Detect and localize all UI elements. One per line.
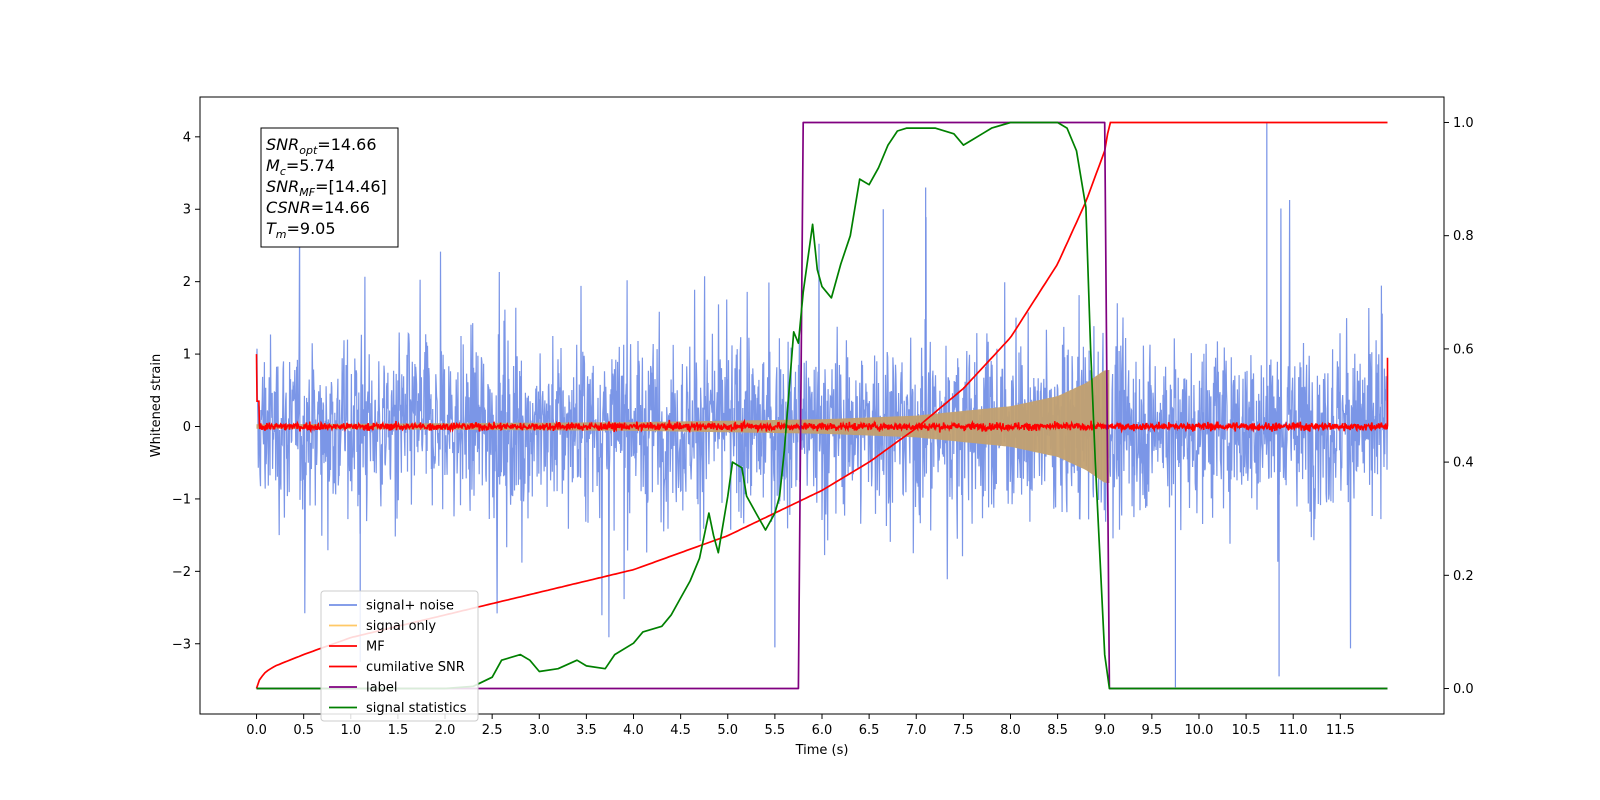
series-signal-statistics [256, 121, 1388, 690]
annotation-line: Tm=9.05 [266, 219, 336, 241]
annotation-symbol: CSNR [266, 198, 311, 217]
series-signal-noise [255, 199, 1389, 649]
annotation-symbol: SNR [266, 177, 299, 196]
x-tick-label: 5.0 [717, 723, 738, 738]
y-axis-label: Whitened strain [149, 354, 164, 457]
annotation-subscript: MF [299, 186, 315, 199]
x-tick-label: 5.5 [765, 723, 786, 738]
annotation-value: =5.74 [286, 156, 335, 175]
x-tick-label: 4.0 [623, 723, 644, 738]
x-tick-label: 11.0 [1279, 723, 1308, 738]
annotation-symbol: T [266, 219, 277, 238]
legend-label: cumilative SNR [366, 660, 465, 675]
x-tick-label: 11.5 [1326, 723, 1355, 738]
annotation-line: SNRopt=14.66 [266, 135, 377, 157]
y-tick-label: −2 [172, 565, 191, 580]
x-tick-label: 9.0 [1094, 723, 1115, 738]
legend-label: signal only [366, 619, 436, 634]
y2-tick-label: 0.2 [1453, 569, 1474, 584]
x-axis-label: Time (s) [795, 743, 849, 758]
y-tick-label: −1 [172, 492, 191, 507]
y2-tick-label: 0.6 [1453, 342, 1474, 357]
annotation-subscript: m [276, 228, 287, 241]
annotation-subscript: opt [299, 144, 318, 157]
x-tick-label: 10.0 [1184, 723, 1213, 738]
legend: signal+ noise signal only MF cumilative SNR… [320, 590, 479, 722]
legend-label: signal statistics [366, 701, 467, 716]
annotation-value: =14.66 [311, 198, 370, 217]
legend-label: label [366, 681, 397, 696]
x-tick-label: 3.0 [529, 723, 550, 738]
axis-ticks: 0.0 0.5 1.0 1.5 2.0 2.5 3.0 3.5 4.0 4.5 5.0 5.5 6.0 6… [172, 116, 1474, 738]
y-tick-label: 2 [183, 275, 191, 290]
x-tick-label: 8.5 [1047, 723, 1068, 738]
plot-area [255, 121, 1389, 690]
annotation-value: =[14.46] [315, 177, 387, 196]
x-tick-label: 3.5 [576, 723, 597, 738]
x-tick-label: 0.0 [246, 723, 267, 738]
x-tick-label: 6.0 [812, 723, 833, 738]
x-tick-label: 4.5 [670, 723, 691, 738]
annotation-subscript: c [280, 165, 286, 178]
y-tick-label: 1 [183, 348, 191, 363]
annotation-line: SNRMF=[14.46] [266, 177, 387, 199]
x-tick-label: 7.5 [953, 723, 974, 738]
y-tick-label: 4 [183, 130, 191, 145]
x-tick-label: 2.0 [435, 723, 456, 738]
x-tick-label: 9.5 [1142, 723, 1163, 738]
y2-tick-label: 0.0 [1453, 682, 1474, 697]
y-tick-label: −3 [172, 637, 191, 652]
x-tick-label: 7.0 [906, 723, 927, 738]
x-tick-label: 0.5 [293, 723, 314, 738]
annotation-line: Mc=5.74 [266, 156, 335, 178]
y2-tick-label: 1.0 [1453, 116, 1474, 131]
x-tick-label: 2.5 [482, 723, 503, 738]
legend-frame [320, 590, 479, 722]
annotation-symbol: M [266, 156, 280, 175]
series-mf [255, 354, 1389, 434]
x-tick-label: 1.0 [340, 723, 361, 738]
annotation-symbol: SNR [266, 135, 299, 154]
y2-tick-label: 0.8 [1453, 229, 1474, 244]
x-tick-label: 6.5 [859, 723, 880, 738]
x-tick-label: 10.5 [1232, 723, 1261, 738]
y-tick-label: 3 [183, 203, 191, 218]
legend-label: MF [366, 640, 385, 655]
annotation-frame [260, 127, 399, 248]
x-tick-label: 8.0 [1000, 723, 1021, 738]
legend-label: signal+ noise [366, 599, 454, 614]
annotation-box: SNRopt=14.66Mc=5.74SNRMF=[14.46]CSNR=14.… [260, 127, 399, 248]
y-tick-label: 0 [183, 420, 191, 435]
y2-tick-label: 0.4 [1453, 456, 1474, 471]
x-tick-label: 1.5 [388, 723, 409, 738]
annotation-value: =14.66 [317, 135, 376, 154]
annotation-line: CSNR=14.66 [266, 198, 370, 217]
annotation-value: =9.05 [287, 219, 336, 238]
